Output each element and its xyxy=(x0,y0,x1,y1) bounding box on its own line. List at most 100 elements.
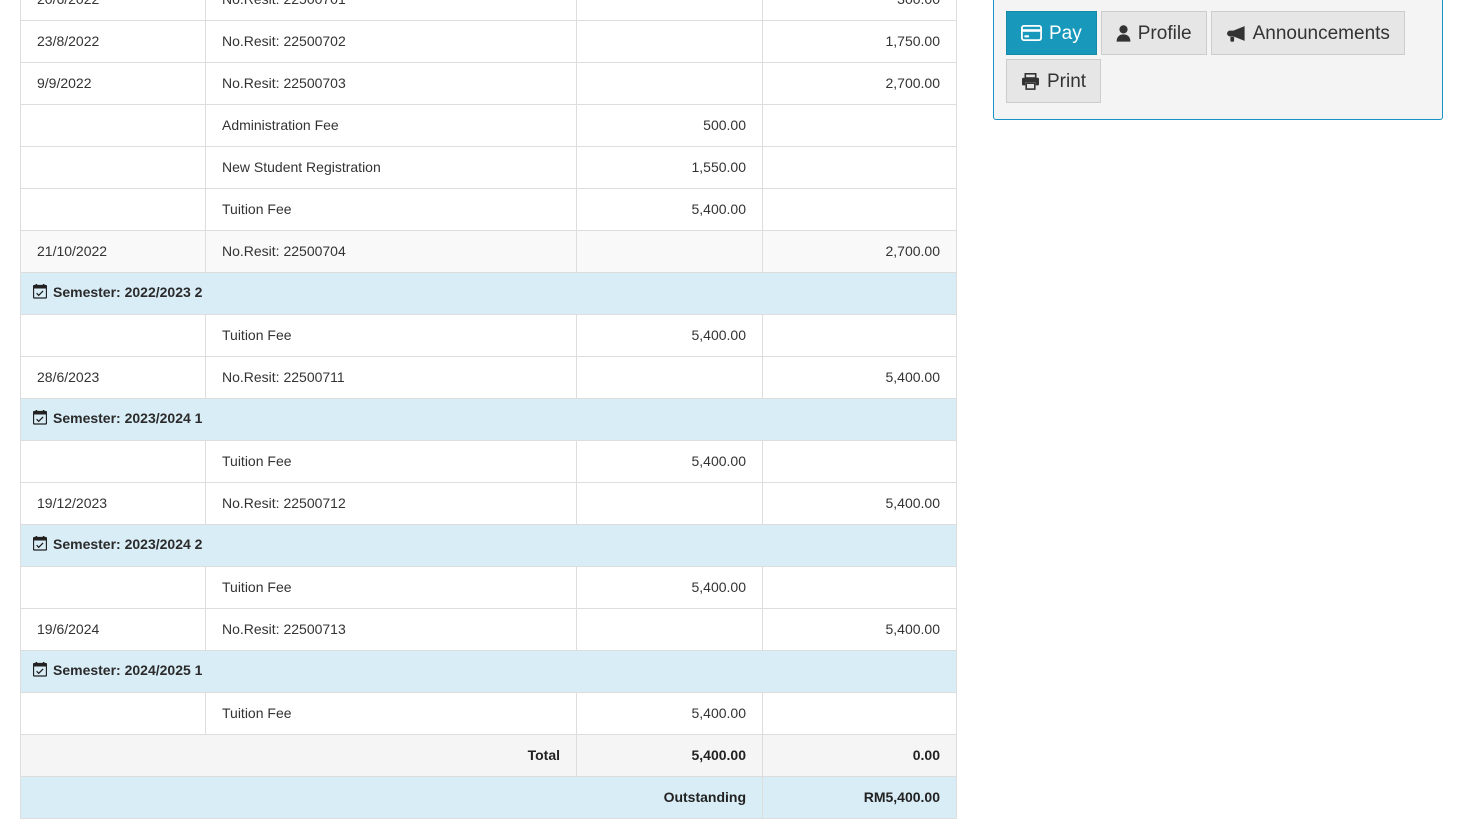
cell-credit: 1,750.00 xyxy=(762,20,957,63)
cell-date xyxy=(20,566,206,609)
cell-description: No.Resit: 22500711 xyxy=(205,356,577,399)
cell-date: 19/12/2023 xyxy=(20,482,206,525)
outstanding-amount: RM5,400.00 xyxy=(762,776,957,819)
cell-debit: 5,400.00 xyxy=(576,188,763,231)
cell-description: Tuition Fee xyxy=(205,440,577,483)
action-panel: Pay Profile Announcements Print xyxy=(993,0,1443,120)
calendar-check-icon xyxy=(32,409,48,431)
total-credit: 0.00 xyxy=(762,734,957,777)
button-label: Pay xyxy=(1049,22,1082,44)
cell-debit: 5,400.00 xyxy=(576,692,763,735)
cell-credit xyxy=(762,188,957,231)
cell-date: 9/9/2022 xyxy=(20,62,206,105)
semester-group-header: Semester: 2023/2024 1 xyxy=(20,398,957,441)
cell-date: 28/6/2023 xyxy=(20,356,206,399)
cell-credit: 300.00 xyxy=(762,0,957,21)
semester-label-cell: Semester: 2022/2023 2 xyxy=(20,272,957,315)
cell-debit xyxy=(576,356,763,399)
bullhorn-icon xyxy=(1226,25,1246,42)
cell-debit: 1,550.00 xyxy=(576,146,763,189)
cell-credit xyxy=(762,104,957,147)
cell-debit: 5,400.00 xyxy=(576,314,763,357)
table-row: Tuition Fee 5,400.00 xyxy=(20,440,957,483)
cell-description: Tuition Fee xyxy=(205,314,577,357)
cell-debit xyxy=(576,230,763,273)
table-row: Tuition Fee 5,400.00 xyxy=(20,566,957,609)
semester-label: Semester: 2022/2023 2 xyxy=(53,283,203,300)
cell-date xyxy=(20,146,206,189)
calendar-check-icon xyxy=(32,661,48,683)
cell-credit xyxy=(762,692,957,735)
cell-date: 21/10/2022 xyxy=(20,230,206,273)
cell-description: No.Resit: 22500713 xyxy=(205,608,577,651)
cell-description: Tuition Fee xyxy=(205,566,577,609)
cell-debit xyxy=(576,482,763,525)
cell-date xyxy=(20,104,206,147)
cell-date xyxy=(20,188,206,231)
cell-description: No.Resit: 22500712 xyxy=(205,482,577,525)
cell-debit: 500.00 xyxy=(576,104,763,147)
cell-description: Tuition Fee xyxy=(205,188,577,231)
cell-credit xyxy=(762,314,957,357)
table-row: Tuition Fee 5,400.00 xyxy=(20,692,957,735)
cell-date xyxy=(20,440,206,483)
table-row: 28/6/2023 No.Resit: 22500711 5,400.00 xyxy=(20,356,957,399)
cell-description: No.Resit: 22500701 xyxy=(205,0,577,21)
calendar-check-icon xyxy=(32,535,48,557)
cell-credit: 5,400.00 xyxy=(762,356,957,399)
table-row: New Student Registration 1,550.00 xyxy=(20,146,957,189)
table-row: Administration Fee 500.00 xyxy=(20,104,957,147)
cell-date xyxy=(20,692,206,735)
cell-date xyxy=(20,314,206,357)
table-row: 9/9/2022 No.Resit: 22500703 2,700.00 xyxy=(20,62,957,105)
semester-group-header: Semester: 2023/2024 2 xyxy=(20,524,957,567)
cell-debit: 5,400.00 xyxy=(576,440,763,483)
cell-description: No.Resit: 22500703 xyxy=(205,62,577,105)
cell-credit xyxy=(762,566,957,609)
semester-label: Semester: 2024/2025 1 xyxy=(53,661,203,678)
total-label: Total xyxy=(20,734,577,777)
cell-date: 19/6/2024 xyxy=(20,608,206,651)
table-row: 19/6/2024 No.Resit: 22500713 5,400.00 xyxy=(20,608,957,651)
cell-credit xyxy=(762,146,957,189)
pay-button[interactable]: Pay xyxy=(1006,11,1097,55)
cell-credit: 5,400.00 xyxy=(762,482,957,525)
cell-debit: 5,400.00 xyxy=(576,566,763,609)
table-row: 21/10/2022 No.Resit: 22500704 2,700.00 xyxy=(20,230,957,273)
cell-description: Tuition Fee xyxy=(205,692,577,735)
cell-debit xyxy=(576,0,763,21)
cell-debit xyxy=(576,62,763,105)
total-row: Total 5,400.00 0.00 xyxy=(20,734,957,777)
printer-icon xyxy=(1021,72,1040,90)
button-label: Announcements xyxy=(1252,22,1390,44)
credit-card-icon xyxy=(1021,25,1042,41)
semester-label-cell: Semester: 2023/2024 1 xyxy=(20,398,957,441)
button-label: Profile xyxy=(1137,22,1192,44)
total-debit: 5,400.00 xyxy=(576,734,763,777)
cell-description: New Student Registration xyxy=(205,146,577,189)
cell-date: 23/8/2022 xyxy=(20,20,206,63)
outstanding-row: Outstanding RM5,400.00 xyxy=(20,776,957,819)
semester-label: Semester: 2023/2024 2 xyxy=(53,535,203,552)
calendar-check-icon xyxy=(32,283,48,305)
semester-label: Semester: 2023/2024 1 xyxy=(53,409,203,426)
cell-description: No.Resit: 22500704 xyxy=(205,230,577,273)
semester-label-cell: Semester: 2024/2025 1 xyxy=(20,650,957,693)
profile-button[interactable]: Profile xyxy=(1100,11,1207,55)
cell-debit xyxy=(576,608,763,651)
outstanding-label: Outstanding xyxy=(20,776,763,819)
print-button[interactable]: Print xyxy=(1006,59,1102,103)
announcements-button[interactable]: Announcements xyxy=(1210,11,1405,55)
action-button-group: Pay Profile Announcements Print xyxy=(1006,0,1430,107)
cell-date: 20/6/2022 xyxy=(20,0,206,21)
table-row: 19/12/2023 No.Resit: 22500712 5,400.00 xyxy=(20,482,957,525)
button-label: Print xyxy=(1047,70,1087,92)
cell-debit xyxy=(576,20,763,63)
cell-description: Administration Fee xyxy=(205,104,577,147)
cell-credit: 5,400.00 xyxy=(762,608,957,651)
